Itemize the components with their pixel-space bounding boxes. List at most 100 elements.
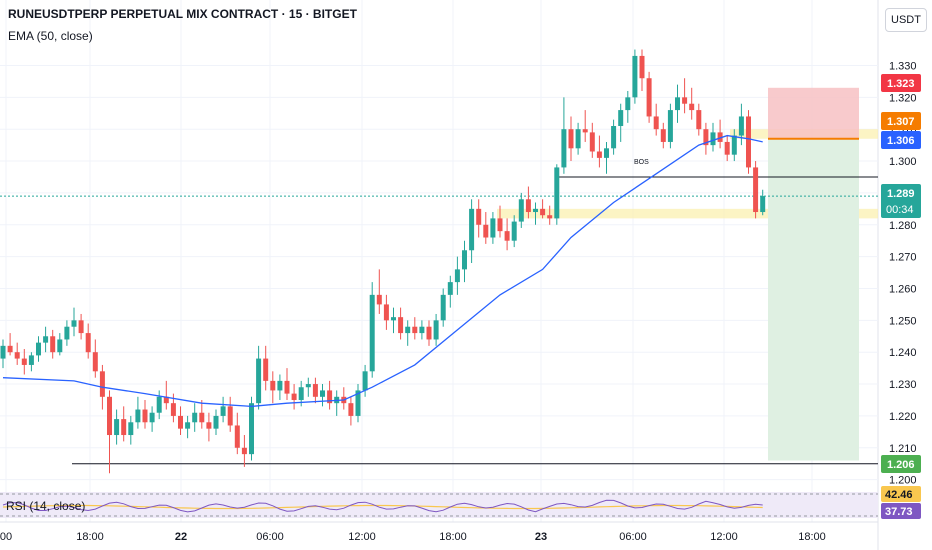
rsi-ma-text: 37.73	[885, 506, 913, 518]
candle-body	[291, 393, 297, 400]
candle-body	[199, 412, 205, 423]
last-price-badge	[881, 184, 921, 218]
last-price-text: 1.289	[887, 188, 915, 200]
candle-body	[710, 132, 716, 146]
candle-body	[618, 110, 624, 127]
candle-body	[717, 132, 723, 142]
candle-body	[547, 215, 553, 219]
candle-body	[760, 196, 766, 213]
candle-body	[256, 358, 262, 404]
time-tick-label: 23	[535, 531, 547, 543]
candle-body	[149, 412, 155, 423]
candle-body	[206, 422, 212, 429]
indicator-label[interactable]: EMA (50, close)	[8, 29, 93, 43]
candle-body	[71, 320, 77, 327]
candle-body	[596, 151, 602, 158]
candle-body	[64, 326, 70, 340]
grid-lines	[0, 0, 879, 550]
price-tick-label: 1.210	[889, 443, 917, 455]
candle-body	[312, 384, 318, 397]
candle-body	[660, 129, 666, 142]
countdown-text: 00:34	[886, 204, 914, 216]
candle-body	[270, 380, 276, 391]
candle-body	[753, 167, 759, 213]
price-tick-label: 1.220	[889, 411, 917, 423]
price-tick-label: 1.270	[889, 252, 917, 264]
time-tick-label: 18:00	[76, 531, 104, 543]
candle-body	[604, 148, 609, 158]
candle-body	[632, 55, 638, 98]
ema-price-badge	[881, 131, 921, 149]
candle-body	[504, 231, 510, 241]
time-tick-label: 06:00	[256, 531, 284, 543]
target-price-text: 1.206	[887, 459, 915, 471]
rsi-indicator-label[interactable]: RSI (14, close)	[6, 499, 86, 513]
currency-button[interactable]: USDT	[885, 8, 927, 32]
candle-body	[284, 380, 290, 394]
candle-body	[43, 336, 49, 343]
rsi-line	[2, 499, 763, 513]
candle-body	[398, 317, 404, 334]
candle-body	[170, 403, 176, 416]
time-tick-label: 00	[0, 531, 12, 543]
candle-body	[731, 135, 737, 155]
ema-price-text: 1.306	[887, 135, 915, 147]
candle-body	[362, 371, 368, 391]
candle-body	[412, 326, 418, 334]
candle-body	[348, 403, 354, 416]
demand-zone	[497, 208, 878, 219]
rsi-value-badge	[881, 486, 921, 502]
candle-body	[78, 320, 84, 334]
time-tick-label: 18:00	[798, 531, 826, 543]
price-tick-label: 1.320	[889, 92, 917, 104]
candle-body	[57, 339, 63, 353]
candle-body	[114, 419, 120, 436]
candle-body	[7, 345, 13, 353]
rsi-ma-badge	[881, 503, 921, 519]
stop-loss-zone[interactable]	[768, 87, 859, 139]
time-tick-label: 22	[175, 531, 187, 543]
candle-body	[646, 78, 652, 117]
candle-body	[28, 355, 34, 365]
candle-body	[746, 116, 751, 168]
candle-body	[320, 390, 325, 397]
candle-body	[667, 110, 673, 142]
stop-price-badge	[881, 74, 921, 92]
bos-label: BOS	[634, 159, 649, 166]
candle-body	[447, 282, 453, 295]
candle-body	[696, 110, 702, 130]
price-tick-label: 1.280	[889, 220, 917, 232]
candle-body	[561, 129, 567, 168]
candle-body	[518, 199, 524, 222]
candle-body	[305, 384, 311, 388]
candle-body	[142, 409, 148, 423]
candle-body	[298, 387, 304, 400]
time-axis[interactable]: 00 18:00 22 06:00 12:00 18:00 23 06:00 12:00 18:0…	[0, 531, 826, 543]
price-tick-label: 1.260	[889, 283, 917, 295]
candle-body	[249, 403, 254, 455]
take-profit-zone[interactable]	[768, 138, 859, 461]
rsi-pane	[0, 492, 878, 518]
candle-body	[107, 396, 112, 436]
candle-body	[582, 129, 588, 133]
target-price-badge	[881, 455, 921, 473]
candle-body	[476, 208, 482, 225]
candle-body	[483, 224, 489, 238]
candle-body	[327, 390, 333, 404]
candle-body	[462, 250, 467, 270]
time-tick-label: 12:00	[348, 531, 376, 543]
candle-body	[50, 336, 56, 353]
candle-body	[135, 409, 141, 423]
candle-body	[391, 317, 396, 321]
candle-body	[611, 126, 617, 149]
candle-body	[178, 415, 183, 429]
entry-price-text: 1.307	[887, 116, 915, 128]
position-zones	[497, 87, 878, 461]
candle-body	[568, 129, 574, 149]
price-badges: 1.323 1.307 1.306 1.289 00:34 1.206 42.4…	[881, 74, 921, 519]
candle-body	[36, 342, 41, 356]
candle-body	[689, 103, 695, 111]
candle-body	[383, 304, 389, 321]
time-tick-label: 06:00	[619, 531, 647, 543]
